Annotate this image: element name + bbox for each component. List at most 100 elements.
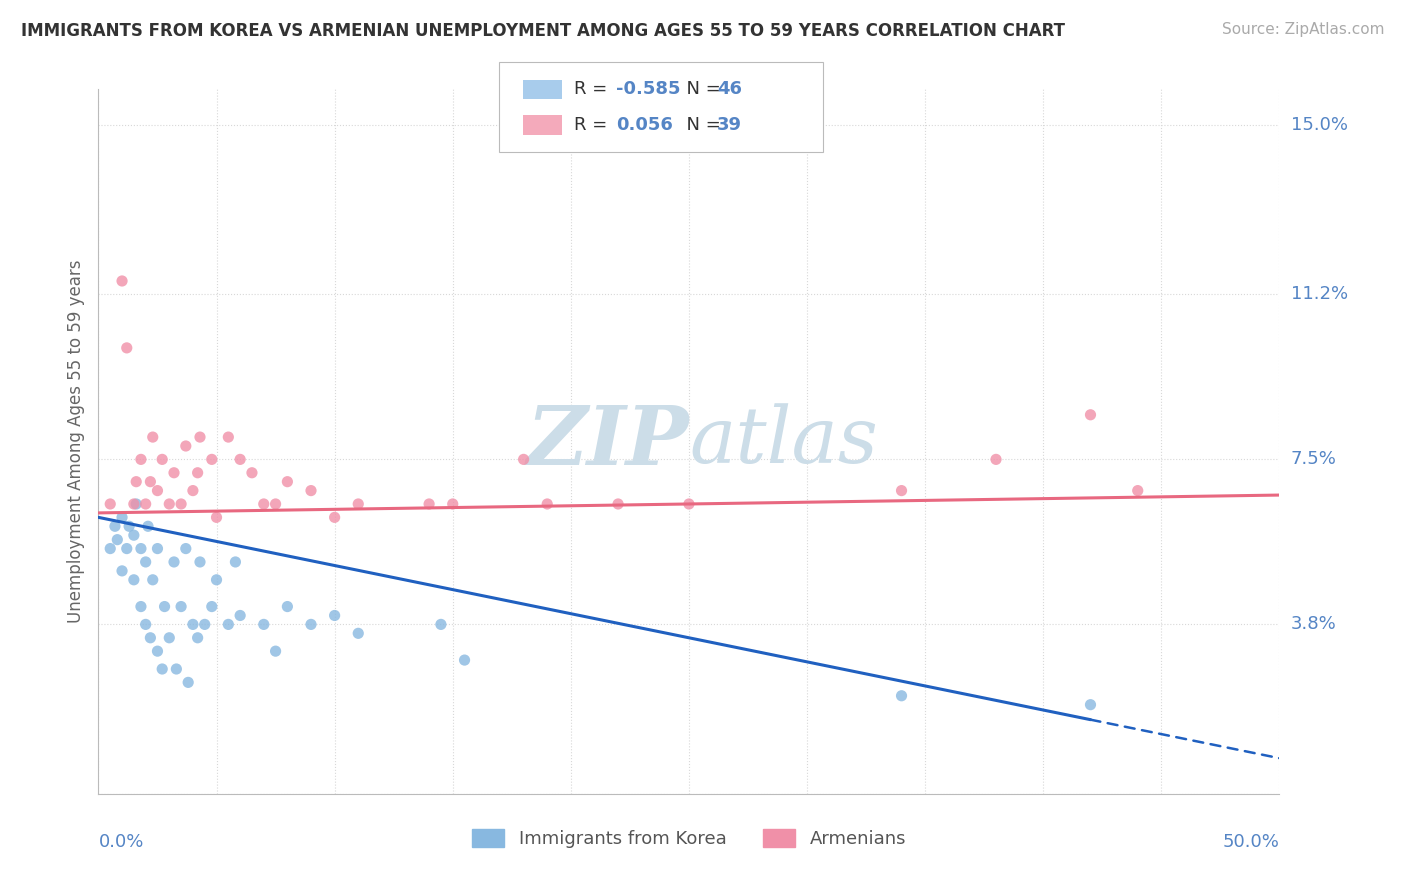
Point: [122, 497, 145, 511]
Text: 50.0%: 50.0%: [1223, 833, 1279, 851]
Text: 3.8%: 3.8%: [1291, 615, 1336, 633]
Point: [111, 510, 134, 524]
Text: atlas: atlas: [689, 403, 877, 480]
Point: [170, 497, 193, 511]
Point: [157, 631, 180, 645]
Point: [129, 452, 152, 467]
Point: [347, 497, 370, 511]
Point: [142, 573, 165, 587]
Point: [136, 519, 159, 533]
Point: [139, 475, 162, 489]
Point: [1126, 483, 1149, 498]
Point: [323, 608, 346, 623]
Point: [253, 617, 276, 632]
Point: [104, 519, 127, 533]
Point: [205, 510, 228, 524]
Point: [174, 439, 197, 453]
Y-axis label: Unemployment Among Ages 55 to 59 years: Unemployment Among Ages 55 to 59 years: [66, 260, 84, 624]
Point: [253, 497, 276, 511]
Point: [118, 519, 141, 533]
Point: [678, 497, 700, 511]
Point: [135, 617, 157, 632]
Point: [347, 626, 370, 640]
Point: [135, 555, 157, 569]
Point: [890, 689, 912, 703]
Text: R =: R =: [574, 80, 613, 98]
Text: ZIP: ZIP: [526, 401, 689, 482]
Point: [890, 483, 912, 498]
Point: [177, 675, 200, 690]
Point: [129, 599, 152, 614]
Point: [217, 430, 239, 444]
Point: [229, 452, 252, 467]
Point: [512, 452, 534, 467]
Text: N =: N =: [675, 116, 727, 134]
Point: [205, 573, 228, 587]
Point: [129, 541, 152, 556]
Point: [299, 483, 322, 498]
Point: [187, 466, 209, 480]
Point: [187, 631, 209, 645]
Point: [181, 617, 204, 632]
Point: [264, 497, 287, 511]
Point: [122, 573, 145, 587]
Point: [115, 541, 138, 556]
Point: [111, 274, 134, 288]
Point: [984, 452, 1007, 467]
Point: [153, 599, 176, 614]
Point: [418, 497, 440, 511]
Point: [188, 430, 211, 444]
Point: [441, 497, 464, 511]
Point: [111, 564, 134, 578]
Point: [217, 617, 239, 632]
Point: [430, 617, 453, 632]
Point: [146, 541, 169, 556]
Point: [299, 617, 322, 632]
Point: [163, 555, 186, 569]
Point: [163, 466, 186, 480]
Point: [194, 617, 217, 632]
Point: [150, 662, 173, 676]
Point: [607, 497, 630, 511]
Text: Source: ZipAtlas.com: Source: ZipAtlas.com: [1222, 22, 1385, 37]
Point: [142, 430, 165, 444]
Point: [98, 497, 121, 511]
Point: [122, 528, 145, 542]
Point: [1080, 698, 1102, 712]
Point: [125, 497, 148, 511]
Point: [240, 466, 263, 480]
Point: [115, 341, 138, 355]
Text: 39: 39: [717, 116, 742, 134]
Point: [170, 599, 193, 614]
Text: 7.5%: 7.5%: [1291, 450, 1337, 468]
Text: 15.0%: 15.0%: [1291, 116, 1347, 134]
Point: [188, 555, 211, 569]
Legend: Immigrants from Korea, Armenians: Immigrants from Korea, Armenians: [464, 822, 914, 855]
Point: [150, 452, 173, 467]
Point: [165, 662, 187, 676]
Point: [105, 533, 128, 547]
Point: [139, 631, 162, 645]
Point: [98, 541, 121, 556]
Text: N =: N =: [675, 80, 727, 98]
Point: [276, 475, 298, 489]
Point: [174, 541, 197, 556]
Point: [146, 644, 169, 658]
Point: [201, 599, 224, 614]
Point: [125, 475, 148, 489]
Point: [1080, 408, 1102, 422]
Point: [135, 497, 157, 511]
Text: 0.0%: 0.0%: [98, 833, 143, 851]
Text: R =: R =: [574, 116, 613, 134]
Point: [146, 483, 169, 498]
Point: [536, 497, 558, 511]
Point: [453, 653, 475, 667]
Point: [224, 555, 246, 569]
Point: [181, 483, 204, 498]
Point: [264, 644, 287, 658]
Text: 46: 46: [717, 80, 742, 98]
Text: IMMIGRANTS FROM KOREA VS ARMENIAN UNEMPLOYMENT AMONG AGES 55 TO 59 YEARS CORRELA: IMMIGRANTS FROM KOREA VS ARMENIAN UNEMPL…: [21, 22, 1066, 40]
Point: [323, 510, 346, 524]
Point: [201, 452, 224, 467]
Point: [157, 497, 180, 511]
